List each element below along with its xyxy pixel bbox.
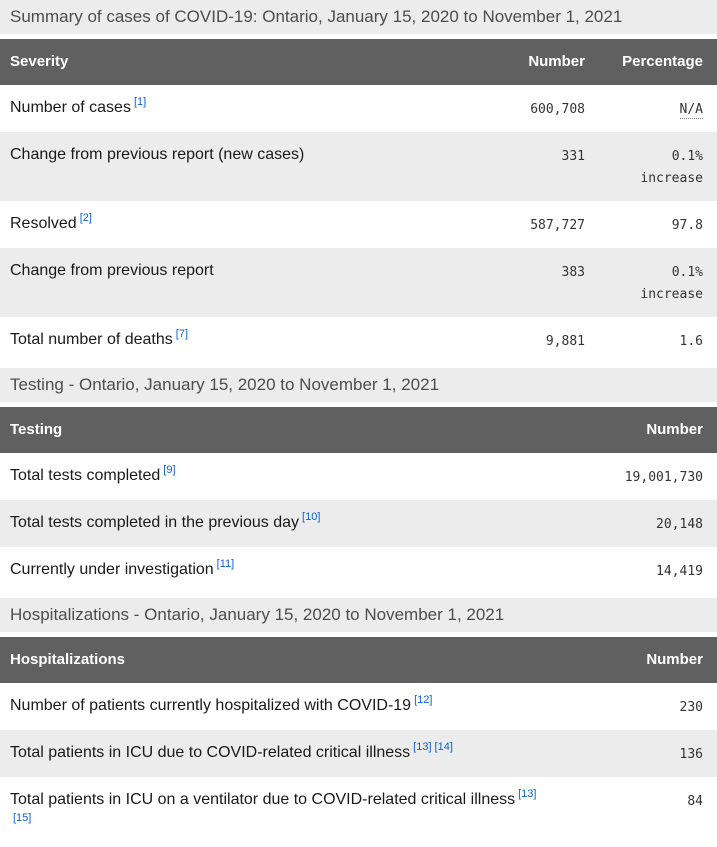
table-row: Change from previous report (new cases) … [0,132,717,201]
footnote-link[interactable]: [11] [216,557,235,570]
row-number: 20,148 [656,517,703,532]
section-heading-hospitalizations: Hospitalizations - Ontario, January 15, … [0,598,717,632]
row-number: 9,881 [545,334,585,349]
table-row: Number of cases [1] 600,708 N/A [0,85,717,132]
footnote-link[interactable]: [7] [175,327,188,340]
row-label: Change from previous report (new cases) [10,146,305,163]
section-heading-testing: Testing - Ontario, January 15, 2020 to N… [0,368,717,402]
row-number: 600,708 [530,102,585,117]
row-label: Number of patients currently hospitalize… [10,697,412,714]
column-header-number: Number [553,637,717,683]
table-row: Total patients in ICU due to COVID-relat… [0,730,717,777]
footnote-link[interactable]: [9] [163,463,176,476]
row-number: 230 [679,700,703,715]
row-number: 383 [561,265,585,280]
footnote-link[interactable]: [1] [133,95,147,108]
na-abbr: N/A [679,102,703,119]
row-label: Number of cases [10,99,131,116]
table-row: Currently under investigation [11] 14,419 [0,547,717,594]
testing-table: Testing Number Total tests completed [9] … [0,407,717,594]
row-number: 14,419 [656,564,703,579]
page-title: Summary of cases of COVID-19: Ontario, J… [0,0,717,34]
row-percentage: 0.1% increase [640,265,703,302]
table-header-row: Severity Number Percentage [0,39,717,85]
row-label: Currently under investigation [10,561,214,578]
table-header-row: Hospitalizations Number [0,637,717,683]
column-header-percentage: Percentage [613,39,717,85]
row-label: Total tests completed in the previous da… [10,514,300,531]
footnote-link[interactable]: [10] [302,510,321,523]
row-number: 331 [561,149,585,164]
footnote-link[interactable]: [2] [79,211,92,224]
footnote-link[interactable]: [12] [414,693,433,706]
row-number: 587,727 [530,218,585,233]
footnote-link[interactable]: [13] [518,787,537,800]
footnote-link[interactable]: [13] [413,740,432,753]
column-header-hospitalizations: Hospitalizations [0,637,553,683]
table-row: Total patients in ICU on a ventilator du… [0,777,717,847]
table-row: Total tests completed [9] 19,001,730 [0,453,717,500]
row-number: 84 [687,794,703,809]
row-number: 19,001,730 [624,470,703,485]
row-percentage: 97.8 [671,218,703,233]
table-row: Change from previous report 383 0.1% inc… [0,248,717,317]
row-label: Change from previous report [10,262,214,279]
column-header-testing: Testing [0,407,553,453]
row-percentage: 1.6 [679,334,703,349]
table-row: Number of patients currently hospitalize… [0,683,717,730]
table-row: Resolved [2] 587,727 97.8 [0,201,717,248]
footnote-link[interactable]: [14] [434,740,453,753]
row-percentage: 0.1% increase [640,149,703,186]
column-header-number: Number [553,407,717,453]
row-label: Total patients in ICU on a ventilator du… [10,791,516,808]
row-label: Total patients in ICU due to COVID-relat… [10,744,411,761]
row-label: Total number of deaths [10,331,173,348]
row-label: Total tests completed [10,467,161,484]
column-header-number: Number [490,39,613,85]
column-header-severity: Severity [0,39,490,85]
table-row: Total number of deaths [7] 9,881 1.6 [0,317,717,364]
hospitalizations-table: Hospitalizations Number Number of patien… [0,637,717,847]
footnote-link[interactable]: [15] [13,811,32,824]
table-row: Total tests completed in the previous da… [0,500,717,547]
severity-table: Severity Number Percentage Number of cas… [0,39,717,364]
row-label: Resolved [10,215,77,232]
table-header-row: Testing Number [0,407,717,453]
row-number: 136 [679,747,703,762]
